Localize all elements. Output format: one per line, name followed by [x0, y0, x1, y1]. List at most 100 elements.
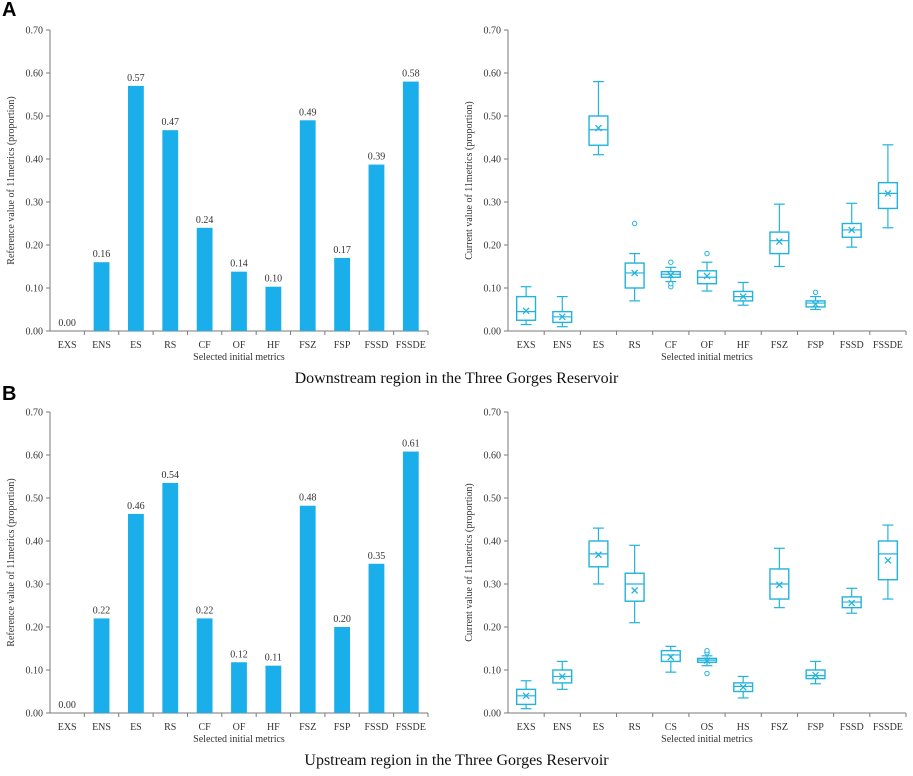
chart-a-reference-bar: 0.00 0.10 0.20 0.30 0.40 0.50 0.60 0.70 EXS ENS ES…	[6, 26, 429, 363]
mean-marker	[884, 189, 892, 197]
outlier-point	[704, 647, 710, 654]
box	[624, 572, 645, 602]
x-tick-label: ES	[593, 340, 605, 351]
y-tick-label: 0.40	[26, 537, 44, 548]
y-tick-label: 0.20	[26, 623, 44, 634]
y-tick-label: 0.30	[26, 198, 44, 209]
x-tick-label: FSZ	[299, 722, 316, 733]
mean-marker	[558, 672, 566, 680]
bar	[196, 227, 213, 331]
data-label: 0.47	[162, 117, 180, 128]
y-tick-label: 0.10	[26, 666, 44, 677]
mean-marker	[631, 269, 639, 277]
box-plot-cf	[660, 259, 681, 290]
mean-marker	[848, 226, 856, 234]
box-plot-rs	[624, 544, 645, 624]
x-tick-label: ES	[593, 722, 605, 733]
y-axis-label: Reference value of 11metrics (proportion…	[6, 478, 17, 646]
bar	[128, 85, 144, 332]
y-tick-label: 0.20	[484, 241, 502, 252]
box-plot-es	[588, 80, 609, 156]
bar	[162, 130, 179, 331]
y-axis-label: Current value of 11metrics (proportion)	[464, 101, 475, 259]
y-tick-label: 0.50	[26, 112, 44, 123]
x-tick-label: FSZ	[771, 340, 788, 351]
box-plot-fsz	[769, 203, 790, 268]
panel-label-b: B	[2, 383, 17, 405]
x-tick-label: FSSD	[365, 340, 389, 351]
x-tick-label: OF	[233, 722, 246, 733]
y-tick-label: 0.00	[484, 327, 502, 338]
data-label: 0.54	[162, 470, 180, 481]
x-tick-label: FSSD	[840, 340, 864, 351]
y-tick-label: 0.10	[484, 666, 502, 677]
box-plot-es	[588, 527, 609, 585]
x-tick-label: RS	[629, 340, 641, 351]
bar	[334, 257, 350, 331]
y-tick-label: 0.60	[484, 451, 502, 462]
mean-marker	[775, 581, 783, 589]
x-tick-label: FSZ	[299, 340, 316, 351]
mean-marker	[522, 307, 530, 315]
data-label: 0.17	[333, 245, 351, 256]
x-tick-label: FSP	[807, 340, 824, 351]
y-tick-label: 0.60	[484, 69, 502, 80]
box-plot-hs	[733, 675, 754, 699]
x-tick-label: EXS	[58, 722, 77, 733]
y-tick-label: 0.30	[26, 580, 44, 591]
x-tick-label: CF	[665, 340, 678, 351]
mean-marker	[631, 586, 639, 594]
x-tick-label: HF	[737, 340, 750, 351]
bar	[368, 563, 385, 713]
box	[624, 262, 645, 289]
x-tick-label: OS	[701, 722, 714, 733]
caption-upstream: Upstream region in the Three Gorges Rese…	[304, 752, 609, 769]
data-label: 0.48	[299, 493, 317, 504]
x-tick-label: HF	[267, 722, 280, 733]
y-tick-label: 0.70	[484, 26, 502, 37]
outlier-point	[668, 259, 674, 265]
data-label: 0.46	[127, 501, 145, 512]
x-tick-label: OF	[701, 340, 714, 351]
box-plot-fssde	[877, 524, 899, 600]
data-label: 0.49	[299, 107, 317, 118]
x-tick-label: EXS	[58, 340, 77, 351]
mean-marker	[667, 653, 675, 661]
mean-marker	[703, 272, 711, 280]
x-tick-label: EXS	[517, 340, 536, 351]
x-tick-label: HF	[267, 340, 280, 351]
x-tick-label: HS	[737, 722, 750, 733]
mean-marker	[739, 683, 747, 691]
mean-marker	[775, 238, 783, 246]
chart-a-current-box: 0.00 0.10 0.20 0.30 0.40 0.50 0.60 0.70 EXS ENS ES…	[464, 26, 907, 363]
box-plot-cs	[660, 645, 681, 673]
x-tick-label: FSSDE	[873, 340, 903, 351]
box	[660, 649, 681, 663]
y-tick-label: 0.30	[484, 198, 502, 209]
bar	[402, 81, 419, 331]
y-tick-label: 0.40	[26, 155, 44, 166]
x-tick-label: FSP	[334, 340, 351, 351]
y-tick-label: 0.10	[26, 284, 44, 295]
box	[515, 688, 537, 706]
mean-marker	[812, 300, 820, 308]
box-plot-fssd	[841, 587, 862, 614]
x-tick-label: CS	[665, 722, 677, 733]
x-tick-label: FSSDE	[396, 722, 426, 733]
box-plot-exs	[515, 680, 537, 710]
data-label: 0.58	[402, 69, 420, 80]
mean-marker	[522, 692, 530, 700]
y-tick-label: 0.40	[484, 537, 502, 548]
box-plot-fsp	[805, 289, 826, 311]
bar	[93, 262, 110, 331]
mean-marker	[739, 293, 747, 301]
bar	[265, 665, 282, 713]
box-plot-ens	[552, 296, 573, 328]
mean-marker	[703, 657, 711, 664]
box-plot-exs	[515, 286, 537, 326]
data-label: 0.57	[127, 73, 145, 84]
outlier-point	[704, 670, 710, 677]
bar	[196, 618, 213, 713]
data-label: 0.22	[196, 605, 214, 616]
data-label: 0.35	[368, 551, 386, 562]
